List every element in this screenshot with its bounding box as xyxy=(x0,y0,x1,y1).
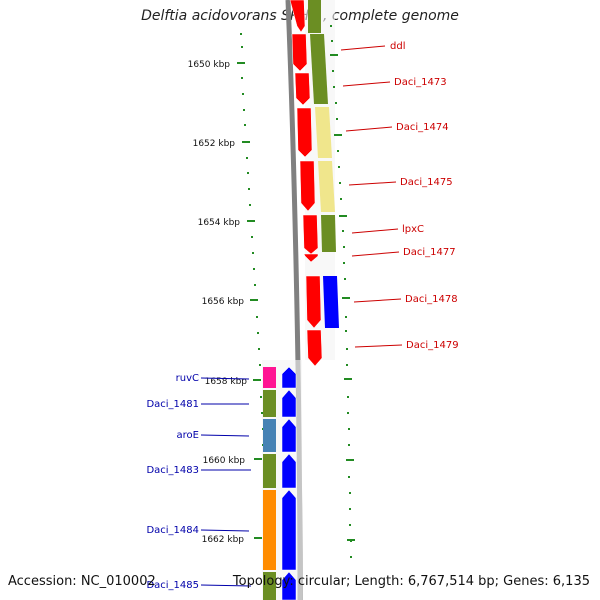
scale-tick xyxy=(247,220,255,222)
gene-arrow-daci-1479[interactable] xyxy=(306,329,323,367)
gene-label-daci-1479[interactable]: Daci_1479 xyxy=(406,340,459,351)
gene-leader-line xyxy=(200,377,250,380)
scale-tick-label: 1656 kbp xyxy=(202,297,245,307)
scale-ticks-left: 1650 kbp 1652 kbp 1654 kbp 1656 kbp 1658… xyxy=(188,60,262,545)
gene-leader-line xyxy=(340,45,386,51)
gene-block-olive[interactable] xyxy=(308,0,321,33)
gene-label-aroe[interactable]: aroE xyxy=(177,430,199,441)
gene-arrow-daci-1485[interactable] xyxy=(281,571,297,600)
gene-block-khaki-2[interactable] xyxy=(318,161,335,212)
scale-tick-label: 1662 kbp xyxy=(202,535,245,545)
gene-label-daci-1481[interactable]: Daci_1481 xyxy=(146,399,199,410)
gene-arrow-daci-1475[interactable] xyxy=(299,160,316,212)
gene-leader-line xyxy=(342,81,391,87)
gene-arrow-daci-1484[interactable] xyxy=(281,489,297,571)
gene-arrow-daci-1483[interactable] xyxy=(281,453,297,489)
gene-leader-line xyxy=(348,181,397,186)
gene-label-lpxc[interactable]: lpxC xyxy=(402,224,424,235)
gene-block-aroe[interactable] xyxy=(263,419,276,452)
scale-tick xyxy=(237,62,245,64)
gene-arrow-ddl-2[interactable] xyxy=(291,33,308,72)
accession-text: Accession: NC_010002 xyxy=(8,574,156,589)
gene-lane-right-strand-a xyxy=(289,0,323,367)
gene-label-daci-1473[interactable]: Daci_1473 xyxy=(394,77,447,88)
gene-lane-right-strand-b xyxy=(308,0,339,328)
gene-label-daci-1474[interactable]: Daci_1474 xyxy=(396,122,449,133)
scale-tick xyxy=(254,458,262,460)
gene-labels-left: ruvC Daci_1481 aroE Daci_1483 Daci_1484 … xyxy=(146,373,252,591)
gene-arrow-ddl[interactable] xyxy=(289,0,306,33)
gene-leader-line xyxy=(354,344,403,348)
gene-arrow-daci-1473[interactable] xyxy=(294,72,311,106)
scale-tick xyxy=(254,537,262,539)
scale-major-ticks-right xyxy=(330,54,355,541)
gene-leader-line xyxy=(351,251,400,257)
gene-block-khaki[interactable] xyxy=(315,107,332,158)
gene-arrow-ruvc[interactable] xyxy=(281,366,297,389)
gene-lane-left-strand-a xyxy=(263,367,276,600)
gene-label-daci-1477[interactable]: Daci_1477 xyxy=(403,247,456,258)
scale-tick-label: 1654 kbp xyxy=(198,218,241,228)
gene-label-daci-1475[interactable]: Daci_1475 xyxy=(400,177,453,188)
gene-arrow-daci-1474[interactable] xyxy=(296,107,313,158)
gene-leader-line xyxy=(353,298,402,303)
gene-block-olive-2[interactable] xyxy=(310,34,328,104)
gene-block-daci-1484[interactable] xyxy=(263,490,276,570)
gene-arrow-daci-1481[interactable] xyxy=(281,389,297,418)
gene-label-daci-1483[interactable]: Daci_1483 xyxy=(146,465,199,476)
scale-tick-label: 1650 kbp xyxy=(188,60,231,70)
scale-tick-label: 1660 kbp xyxy=(203,456,246,466)
gene-block-daci-1485[interactable] xyxy=(263,572,276,600)
gene-label-daci-1485[interactable]: Daci_1485 xyxy=(146,580,199,591)
gene-leader-line xyxy=(200,584,252,587)
gene-labels-right: ddl Daci_1473 Daci_1474 Daci_1475 lpxC D… xyxy=(340,41,459,351)
gene-block-daci-1481[interactable] xyxy=(263,390,276,417)
gene-arrow-daci-1477-red[interactable] xyxy=(303,253,319,263)
scale-tick-label: 1658 kbp xyxy=(205,377,248,387)
gene-leader-line xyxy=(200,529,250,532)
gene-leader-line xyxy=(345,126,393,132)
scale-tick xyxy=(253,379,261,381)
gene-block-ruvc[interactable] xyxy=(263,367,276,388)
scale-tick-label: 1652 kbp xyxy=(193,139,236,149)
gene-block-olive-3[interactable] xyxy=(321,215,336,252)
scale-tick xyxy=(250,299,258,301)
gene-arrow-lpxc[interactable] xyxy=(302,214,319,255)
gene-lane-left-strand-b xyxy=(281,366,297,600)
gene-label-daci-1484[interactable]: Daci_1484 xyxy=(146,525,199,536)
gene-arrow-aroe[interactable] xyxy=(281,418,297,453)
gene-label-ddl[interactable]: ddl xyxy=(390,41,405,52)
gene-label-ruvc[interactable]: ruvC xyxy=(176,373,199,384)
scale-tick xyxy=(242,141,250,143)
gene-leader-line xyxy=(351,228,399,234)
gene-leader-line xyxy=(200,434,250,437)
gene-block-daci-1483[interactable] xyxy=(263,454,276,488)
gene-label-daci-1478[interactable]: Daci_1478 xyxy=(405,294,458,305)
topology-text: Topology: circular; Length: 6,767,514 bp… xyxy=(232,574,590,589)
gene-block-blue[interactable] xyxy=(323,276,339,328)
gene-arrow-daci-1478[interactable] xyxy=(305,275,322,329)
